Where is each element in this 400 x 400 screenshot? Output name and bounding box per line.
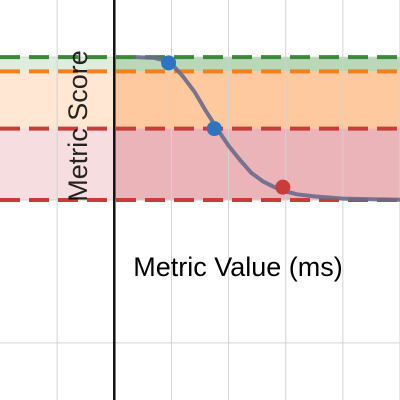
band-poor: [114, 128, 400, 200]
data-point-2: [206, 121, 222, 137]
data-points: [161, 55, 291, 195]
y-axis-label: Metric Score: [63, 50, 93, 202]
threshold-lines: [0, 55, 400, 202]
band-needs-improvement: [114, 71, 400, 129]
x-axis-label: Metric Value (ms): [133, 252, 343, 282]
data-point-1: [161, 55, 177, 71]
band-good: [114, 57, 400, 72]
data-point-3: [275, 179, 291, 195]
